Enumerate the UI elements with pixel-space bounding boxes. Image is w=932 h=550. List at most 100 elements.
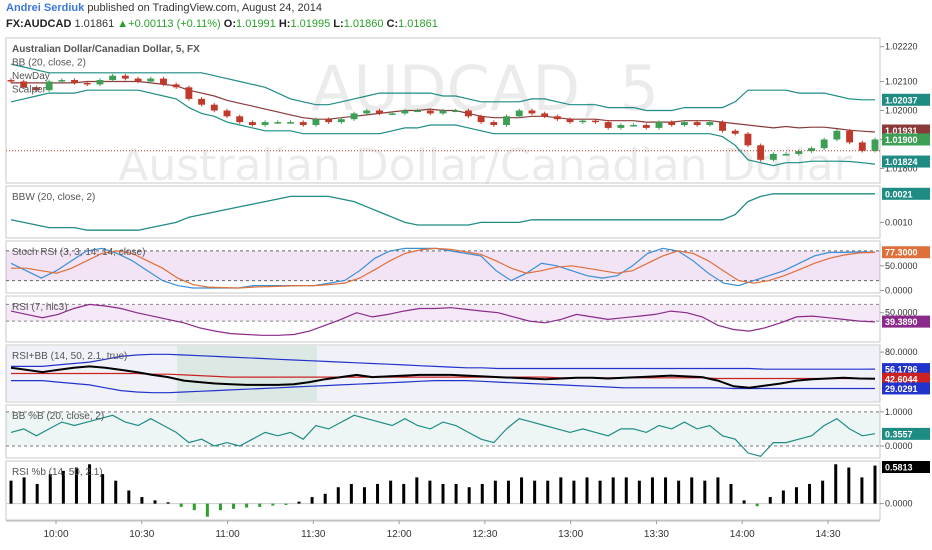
rsipb-bar bbox=[284, 503, 288, 505]
rsi-band bbox=[6, 304, 880, 322]
candle-body bbox=[617, 125, 625, 128]
candle-body bbox=[325, 119, 333, 123]
candle-body bbox=[401, 110, 409, 114]
candle-body bbox=[566, 119, 574, 123]
candle-body bbox=[757, 145, 765, 160]
rsipb-bar bbox=[808, 483, 812, 504]
rsipb-bar bbox=[572, 480, 576, 504]
rsipb-bar bbox=[781, 490, 785, 504]
rsipb-bar bbox=[179, 503, 183, 507]
rsipb-bar bbox=[677, 480, 681, 504]
rsipb-bar bbox=[611, 477, 615, 504]
pb-tag: 0.3557 bbox=[885, 429, 913, 439]
candle-body bbox=[198, 98, 206, 105]
x-tick-label: 13:30 bbox=[644, 529, 669, 540]
x-tick-label: 11:00 bbox=[215, 529, 240, 540]
rsipb-bar bbox=[742, 500, 746, 504]
candle-body bbox=[20, 81, 28, 88]
candle-body bbox=[134, 78, 142, 82]
candle-body bbox=[719, 122, 726, 131]
x-tick-label: 13:00 bbox=[558, 529, 583, 540]
pb-tag-bg bbox=[882, 427, 930, 440]
rsipb-bar bbox=[860, 477, 864, 504]
rsipb-bar bbox=[703, 480, 707, 504]
candle-body bbox=[871, 139, 879, 151]
bbw-tag-bg bbox=[882, 187, 930, 200]
price-ytick-4: 1.01800 bbox=[885, 164, 918, 174]
rsipb-bar bbox=[559, 477, 563, 504]
candle-body bbox=[426, 110, 434, 114]
rsibb-lower-line bbox=[11, 380, 875, 394]
pane-bbw bbox=[5, 185, 881, 239]
rsipb-bar bbox=[61, 470, 65, 504]
rsipb-bar bbox=[729, 483, 733, 504]
candle-body bbox=[7, 80, 15, 82]
candle-body bbox=[477, 116, 485, 123]
candle-body bbox=[121, 75, 129, 79]
rsipb-ytick-0: 0.0000 bbox=[885, 499, 913, 509]
rsipb-bar bbox=[205, 503, 209, 517]
rsipb-bar bbox=[690, 477, 694, 504]
x-tick-label: 14:30 bbox=[815, 529, 840, 540]
candle-body bbox=[490, 122, 498, 125]
candle-body bbox=[185, 87, 193, 99]
rsipb-bar bbox=[192, 503, 196, 511]
rsi-tag: 39.3890 bbox=[885, 317, 918, 327]
candle-body bbox=[452, 110, 460, 112]
pb-legend: BB %B (20, close, 2) bbox=[12, 411, 104, 422]
symbol-name[interactable]: FX:AUDCAD bbox=[6, 18, 72, 30]
bbw-ytick-0: 0.0010 bbox=[885, 217, 913, 227]
price-legend-3: Scalper bbox=[12, 85, 47, 96]
rsipb-bar bbox=[847, 467, 851, 504]
rsipb-bar bbox=[493, 480, 497, 504]
candle-body bbox=[782, 154, 790, 156]
candle-body bbox=[515, 110, 523, 117]
price-ytick-0: 1.02220 bbox=[885, 42, 918, 52]
rsipb-bar bbox=[402, 483, 406, 504]
candle-body bbox=[503, 116, 510, 125]
x-tick-label: 14:00 bbox=[730, 529, 755, 540]
candle-body bbox=[376, 110, 383, 114]
rsipb-bar bbox=[506, 480, 510, 504]
author-link[interactable]: Andrei Serdiuk bbox=[6, 2, 85, 14]
last-price: 1.01861 bbox=[74, 18, 115, 30]
candle-body bbox=[172, 84, 180, 88]
rsipb-bar bbox=[140, 497, 144, 504]
candle-body bbox=[312, 119, 320, 125]
rsipb-bar bbox=[349, 483, 353, 504]
rsipb-bar bbox=[664, 477, 668, 504]
candle-body bbox=[32, 87, 40, 91]
candle-body bbox=[579, 120, 587, 123]
high-value: 1.01995 bbox=[290, 18, 331, 30]
candle-body bbox=[604, 122, 612, 128]
rsipb-bar bbox=[271, 503, 275, 506]
bb-lower-tag: 1.01824 bbox=[885, 157, 918, 167]
rsibb-upper-tag: 56.1796 bbox=[885, 365, 918, 375]
x-tick-label: 12:30 bbox=[472, 529, 497, 540]
stoch-legend: Stoch RSI (3, 3, 14, 14, close) bbox=[12, 247, 145, 258]
rsipb-bar bbox=[310, 497, 314, 504]
candle-body bbox=[248, 122, 256, 125]
rsi-legend: RSI (7, hlc3) bbox=[12, 302, 68, 313]
candle-body bbox=[236, 116, 244, 123]
rsipb-legend: RSI %b (14, 50, 2.1) bbox=[12, 467, 103, 478]
bb-lower-line bbox=[10, 89, 876, 167]
candle-body bbox=[528, 110, 536, 114]
candle-body bbox=[630, 125, 638, 127]
candle-body bbox=[299, 122, 307, 125]
rsipb-bar bbox=[297, 501, 301, 504]
candle-body bbox=[439, 110, 447, 114]
price-ytick-1: 1.02100 bbox=[885, 77, 918, 87]
rsipb-bar bbox=[35, 483, 39, 504]
up-arrow-icon: ▲ bbox=[117, 18, 129, 30]
rsipb-bar bbox=[873, 465, 877, 504]
rsipb-bar bbox=[454, 483, 458, 504]
candle-body bbox=[808, 148, 815, 152]
rsi-line bbox=[10, 303, 876, 336]
x-tick-label: 12:00 bbox=[387, 529, 412, 540]
rsibb-lower-tag-bg bbox=[882, 382, 930, 395]
candle-body bbox=[769, 154, 777, 160]
rsipb-bar bbox=[376, 483, 380, 504]
rsipb-bar bbox=[716, 477, 720, 504]
